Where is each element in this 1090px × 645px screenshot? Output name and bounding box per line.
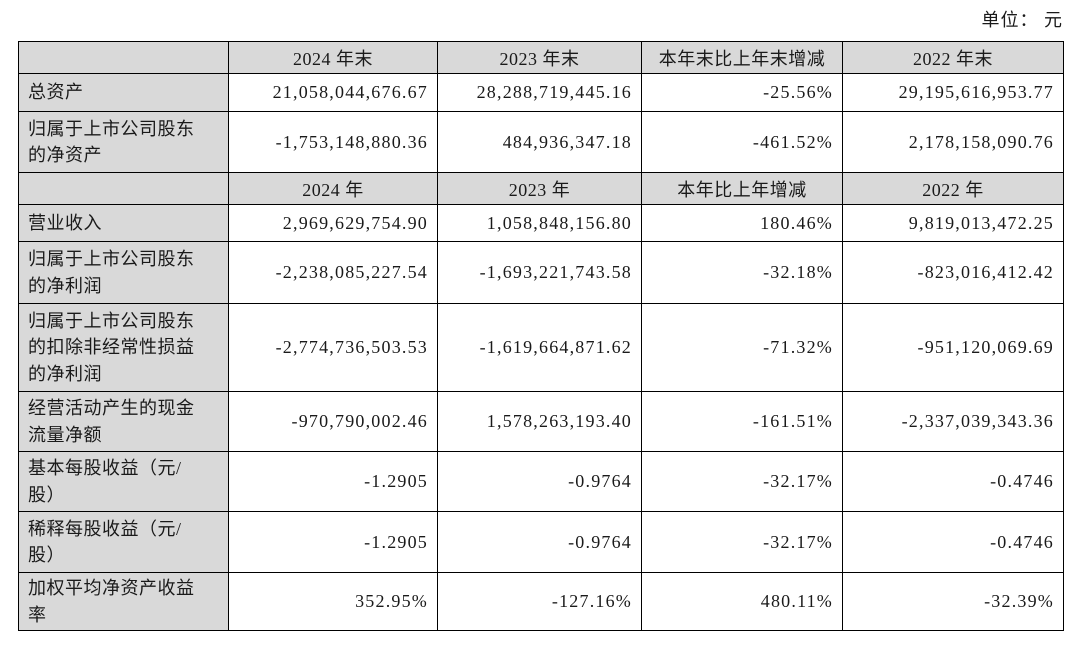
- header-corner-cell: [18, 41, 229, 74]
- cell-value: -1.2905: [228, 451, 438, 512]
- cell-value: -951,120,069.69: [842, 303, 1064, 392]
- cell-value: 480.11%: [641, 572, 843, 631]
- row-label: 总资产: [18, 73, 229, 112]
- cell-value: 29,195,616,953.77: [842, 73, 1064, 112]
- column-header-2022-year-end: 2022 年末: [842, 41, 1064, 74]
- header-row-annual: 2024 年 2023 年 本年比上年增减 2022 年: [18, 172, 1064, 205]
- cell-value: -823,016,412.42: [842, 241, 1064, 304]
- table-row-basic-eps: 基本每股收益（元/股） -1.2905 -0.9764 -32.17% -0.4…: [18, 451, 1064, 512]
- table-row-operating-cash-flow: 经营活动产生的现金流量净额 -970,790,002.46 1,578,263,…: [18, 391, 1064, 452]
- cell-value: 1,578,263,193.40: [437, 391, 642, 452]
- table-row-total-assets: 总资产 21,058,044,676.67 28,288,719,445.16 …: [18, 73, 1064, 112]
- column-header-2022: 2022 年: [842, 172, 1064, 205]
- cell-value: -2,337,039,343.36: [842, 391, 1064, 452]
- header-corner-cell: [18, 172, 229, 205]
- cell-value: -0.4746: [842, 451, 1064, 512]
- column-header-yoy-change-year-end: 本年末比上年末增减: [641, 41, 843, 74]
- row-label: 基本每股收益（元/股）: [18, 451, 229, 512]
- column-header-2023-year-end: 2023 年末: [437, 41, 642, 74]
- header-row-balance: 2024 年末 2023 年末 本年末比上年末增减 2022 年末: [18, 41, 1064, 74]
- column-header-2023: 2023 年: [437, 172, 642, 205]
- cell-value: -32.17%: [641, 451, 843, 512]
- cell-value: -1.2905: [228, 511, 438, 573]
- table-row-net-profit: 归属于上市公司股东的净利润 -2,238,085,227.54 -1,693,2…: [18, 241, 1064, 304]
- table-row-net-profit-excl-nonrecurring: 归属于上市公司股东的扣除非经常性损益的净利润 -2,774,736,503.53…: [18, 303, 1064, 392]
- cell-value: -1,753,148,880.36: [228, 111, 438, 173]
- unit-label: 单位： 元: [981, 10, 1063, 30]
- row-label: 稀释每股收益（元/股）: [18, 511, 229, 573]
- row-label: 归属于上市公司股东的净利润: [18, 241, 229, 304]
- column-header-2024: 2024 年: [228, 172, 438, 205]
- column-header-yoy-change: 本年比上年增减: [641, 172, 843, 205]
- report-page: 单位： 元 2024 年末 2023 年末 本年末比上年末增减 2022 年末 …: [0, 6, 1090, 645]
- row-label: 归属于上市公司股东的净资产: [18, 111, 229, 173]
- cell-value: -0.9764: [437, 511, 642, 573]
- row-label: 经营活动产生的现金流量净额: [18, 391, 229, 452]
- cell-value: -32.39%: [842, 572, 1064, 631]
- row-label: 加权平均净资产收益率: [18, 572, 229, 631]
- cell-value: -127.16%: [437, 572, 642, 631]
- cell-value: 2,178,158,090.76: [842, 111, 1064, 173]
- cell-value: -161.51%: [641, 391, 843, 452]
- cell-value: 484,936,347.18: [437, 111, 642, 173]
- cell-value: -25.56%: [641, 73, 843, 112]
- cell-value: -461.52%: [641, 111, 843, 173]
- cell-value: 28,288,719,445.16: [437, 73, 642, 112]
- column-header-2024-year-end: 2024 年末: [228, 41, 438, 74]
- cell-value: -1,693,221,743.58: [437, 241, 642, 304]
- cell-value: 9,819,013,472.25: [842, 204, 1064, 242]
- table-row-diluted-eps: 稀释每股收益（元/股） -1.2905 -0.9764 -32.17% -0.4…: [18, 511, 1064, 573]
- cell-value: -71.32%: [641, 303, 843, 392]
- table-row-revenue: 营业收入 2,969,629,754.90 1,058,848,156.80 1…: [18, 204, 1064, 242]
- cell-value: 21,058,044,676.67: [228, 73, 438, 112]
- cell-value: -2,238,085,227.54: [228, 241, 438, 304]
- cell-value: 1,058,848,156.80: [437, 204, 642, 242]
- cell-value: -2,774,736,503.53: [228, 303, 438, 392]
- cell-value: -0.4746: [842, 511, 1064, 573]
- cell-value: -0.9764: [437, 451, 642, 512]
- cell-value: -32.17%: [641, 511, 843, 573]
- row-label: 营业收入: [18, 204, 229, 242]
- cell-value: -1,619,664,871.62: [437, 303, 642, 392]
- table-row-net-assets: 归属于上市公司股东的净资产 -1,753,148,880.36 484,936,…: [18, 111, 1064, 173]
- cell-value: 352.95%: [228, 572, 438, 631]
- cell-value: 2,969,629,754.90: [228, 204, 438, 242]
- row-label: 归属于上市公司股东的扣除非经常性损益的净利润: [18, 303, 229, 392]
- cell-value: -32.18%: [641, 241, 843, 304]
- financial-summary-table: 2024 年末 2023 年末 本年末比上年末增减 2022 年末 总资产 21…: [18, 41, 1064, 631]
- cell-value: 180.46%: [641, 204, 843, 242]
- table-row-weighted-avg-roe: 加权平均净资产收益率 352.95% -127.16% 480.11% -32.…: [18, 572, 1064, 631]
- cell-value: -970,790,002.46: [228, 391, 438, 452]
